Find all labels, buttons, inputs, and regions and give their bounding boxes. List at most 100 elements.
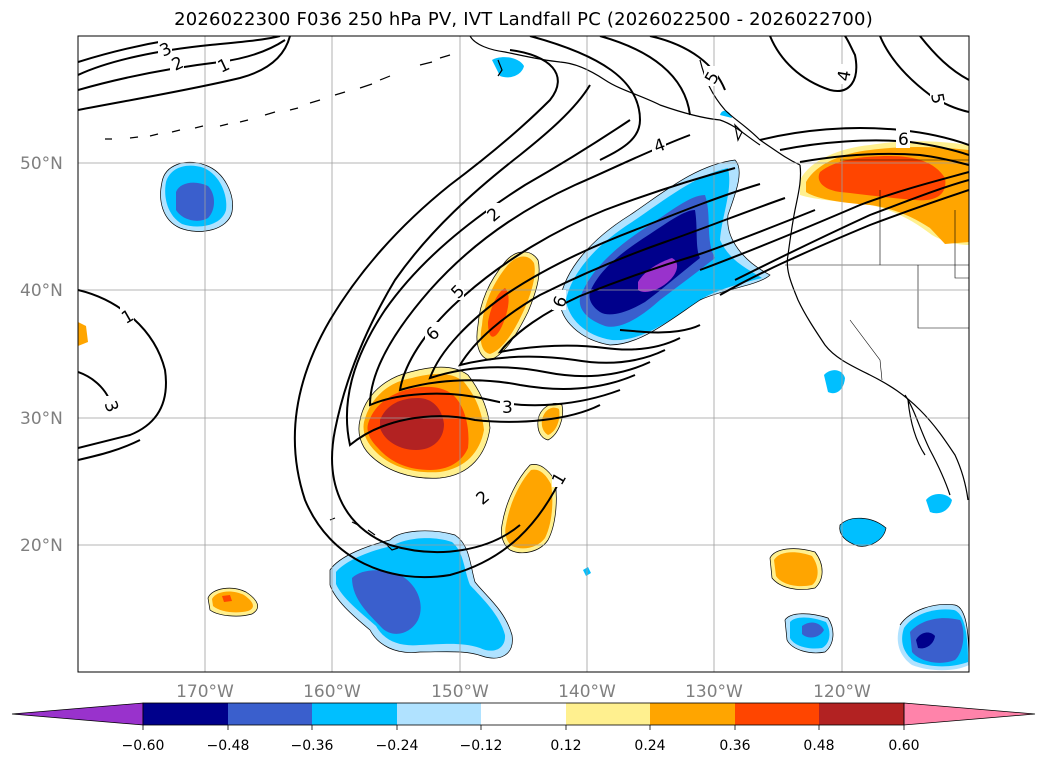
colorbar-bin	[650, 703, 735, 725]
contour-jet-2	[719, 189, 969, 296]
neg-anomaly-se-3	[916, 632, 935, 649]
map-layers: 1 2 3 4 5 6 1 2 3 4 5 6 1 2	[78, 36, 969, 672]
contour-west-3	[78, 439, 141, 461]
contour-label: 4	[834, 69, 856, 83]
colorbar-tick-label: 0.12	[550, 738, 581, 754]
colorbar-outline	[142, 702, 905, 726]
colorbar-bin	[566, 703, 650, 725]
coastlines	[105, 36, 969, 551]
contour-nw-3	[78, 36, 291, 111]
colorbar-tick-label: 0.48	[803, 738, 834, 754]
colorbar-tick-label: −0.60	[122, 738, 165, 754]
contour-ne-3	[799, 152, 969, 166]
lon-label-150w: 150°W	[431, 682, 489, 702]
baja-peninsula	[904, 394, 951, 496]
colorbar-bin	[312, 703, 397, 725]
colorbar-extend-low	[11, 702, 144, 726]
colorbar-tick-label: −0.36	[291, 738, 334, 754]
contour-6-main	[428, 183, 761, 380]
contour-jet-3	[734, 179, 969, 281]
pribilof	[497, 59, 503, 77]
colorbar-bin	[397, 703, 481, 725]
lon-label-160w: 160°W	[303, 682, 361, 702]
pos-anomaly-ne-2	[818, 156, 946, 201]
aleutian-chain	[105, 54, 451, 140]
contour-north-5	[879, 36, 969, 113]
pos-anomaly-small-3c	[222, 595, 232, 602]
gridlines	[78, 36, 969, 672]
contour-north-2	[599, 36, 691, 116]
contour-label: 3	[502, 398, 513, 418]
colorbar-tick-label: −0.12	[460, 738, 503, 754]
lat-label-40: 40°N	[20, 281, 63, 301]
contour-north-1	[529, 36, 642, 161]
us-west-coast	[786, 164, 969, 501]
pos-anomaly-small-3b	[212, 591, 253, 613]
contour-8-main	[497, 209, 816, 354]
neg-anomaly-center-4	[638, 258, 678, 292]
contour-1-main	[293, 49, 566, 579]
pos-anomaly-ne-3	[930, 226, 969, 244]
neg-anomaly-small-1c	[802, 622, 824, 638]
map-background	[78, 36, 969, 672]
bc-coast	[699, 59, 801, 166]
colorbar-bin	[819, 703, 904, 725]
neg-anomaly-small-3	[926, 494, 952, 514]
contour-2-main	[331, 84, 591, 554]
colorbar-tick-label: 0.36	[719, 738, 750, 754]
contour-ne-1	[759, 127, 969, 146]
neg-anomaly-center-3	[589, 210, 700, 315]
colorbar-bin	[143, 703, 228, 725]
colorbar-ticks	[142, 725, 905, 730]
neg-anomaly-south-2	[352, 570, 421, 634]
pos-anomaly-small-1b	[541, 407, 560, 435]
colorbar-bin	[228, 703, 312, 725]
neg-anomaly-se-2	[910, 618, 964, 663]
alaska-coast	[469, 36, 761, 146]
pos-anomaly-mid-2	[488, 288, 509, 337]
contour-north-4	[769, 36, 858, 92]
contour-jet-1	[619, 171, 969, 334]
lon-label-120w: 120°W	[813, 682, 871, 702]
lat-label-50: 50°N	[20, 154, 63, 174]
colorbar-tick-label: 0.24	[634, 738, 665, 754]
contour-nw-2	[78, 39, 286, 91]
map-title: 2026022300 F036 250 hPa PV, IVT Landfall…	[174, 9, 873, 30]
lon-label-130w: 130°W	[685, 682, 743, 702]
colorbar-tick-label: −0.24	[376, 738, 419, 754]
neg-anomaly-small-4	[824, 370, 845, 394]
pos-anomaly-small-2b	[774, 552, 818, 587]
shading-outlines	[160, 159, 969, 666]
colorbar-tick-label: −0.48	[207, 738, 250, 754]
lon-label-170w: 170°W	[176, 682, 234, 702]
lon-label-140w: 140°W	[558, 682, 616, 702]
colorbar-tick-label: 0.60	[888, 738, 919, 754]
neg-anomaly-small-2	[839, 518, 886, 547]
lat-label-30: 30°N	[20, 409, 63, 429]
contour-label: 6	[898, 130, 909, 150]
state-borders	[785, 159, 969, 381]
lat-label-20: 20°N	[20, 536, 63, 556]
contour-north-3	[649, 36, 726, 91]
pos-anomaly-south-1	[505, 469, 553, 549]
haida-gwaii	[734, 123, 743, 142]
contour-3-main	[345, 119, 631, 447]
contour-nw-1	[78, 36, 281, 76]
contour-north-6	[919, 36, 969, 81]
pos-anomaly-edge-1	[78, 322, 88, 346]
lon-labels: 170°W 160°W 150°W 140°W 130°W 120°W	[176, 682, 871, 702]
colorbar-extend-high	[903, 702, 1036, 726]
neg-anomaly-aleutian-2	[176, 182, 214, 221]
contour-7-main	[457, 197, 786, 367]
colorbar-bin	[735, 703, 819, 725]
contour-label: 5	[926, 92, 948, 106]
map-frame	[77, 35, 970, 673]
contour-labels: 1 2 3 4 5 6 1 2 3 4 5 6 1 2	[100, 38, 948, 509]
neg-anomaly-small-6	[720, 110, 732, 118]
colorbar-bin	[481, 703, 566, 725]
hawaii-islands	[329, 517, 399, 551]
colorbar: −0.60 −0.48 −0.36 −0.24 −0.12 0.12 0.24 …	[11, 702, 1036, 754]
pos-anomaly-main-3	[380, 398, 444, 450]
pv-shading	[78, 57, 969, 671]
